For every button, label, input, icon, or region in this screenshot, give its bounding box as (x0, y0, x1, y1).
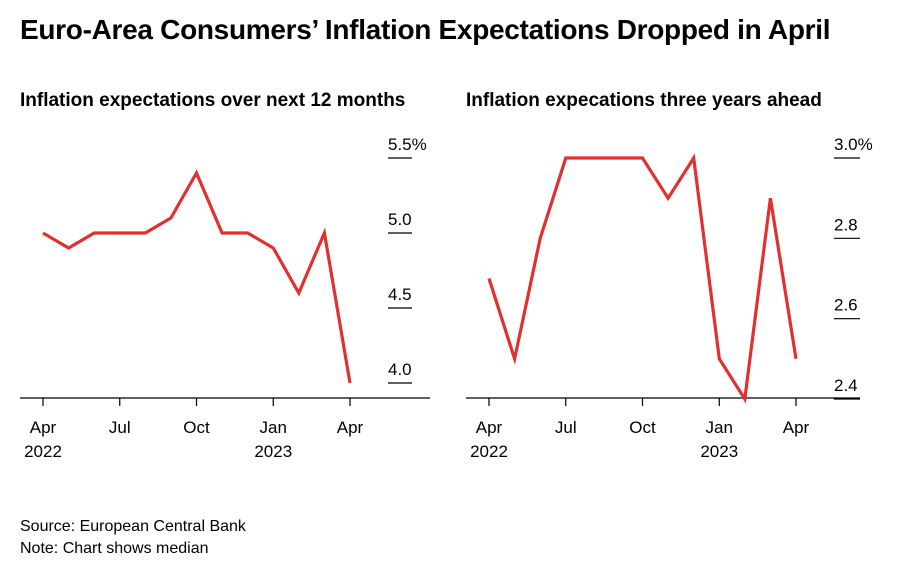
panel0-x-year-label: 2023 (254, 442, 292, 461)
panel1-series-line (487, 153, 798, 404)
panel1-y-tick-label: 2.6 (834, 296, 858, 315)
panel0-x-tick-label: Oct (183, 418, 210, 437)
panel0-y-tick-label: 4.0 (388, 360, 412, 379)
panel1-y-tick-label: 2.8 (834, 215, 858, 234)
panel1-x-year-label: 2022 (470, 442, 508, 461)
panel0-series-line (42, 169, 352, 384)
panel0-x-year-label: 2022 (24, 442, 62, 461)
panel0-y-tick-label: 5.5% (388, 135, 427, 154)
panel1-y-tick-label: 3.0% (834, 135, 873, 154)
panel1-x-tick-label: Oct (629, 418, 656, 437)
panel0-x-tick-label: Jan (260, 418, 287, 437)
panel0-x-tick-label: Apr (337, 418, 364, 437)
panel0-y-tick-label: 4.5 (388, 285, 412, 304)
panel1-x-tick-label: Jan (706, 418, 733, 437)
source-note: Source: European Central Bank (20, 518, 246, 535)
panel1-x-tick-label: Apr (783, 418, 810, 437)
panel0-x-tick-label: Jul (109, 418, 131, 437)
median-note: Note: Chart shows median (20, 540, 209, 557)
panel0-x-tick-label: Apr (30, 418, 57, 437)
panel0-y-tick-label: 5.0 (388, 210, 412, 229)
panel1-x-year-label: 2023 (700, 442, 738, 461)
panel1-x-tick-label: Apr (476, 418, 503, 437)
chart-title: Euro-Area Consumers’ Inflation Expectati… (20, 14, 831, 45)
panel1-x-tick-label: Jul (555, 418, 577, 437)
right-panel-title: Inflation expecations three years ahead (466, 90, 822, 111)
panel1-y-tick-label: 2.4 (834, 376, 858, 395)
left-panel-title: Inflation expectations over next 12 mont… (20, 90, 406, 111)
